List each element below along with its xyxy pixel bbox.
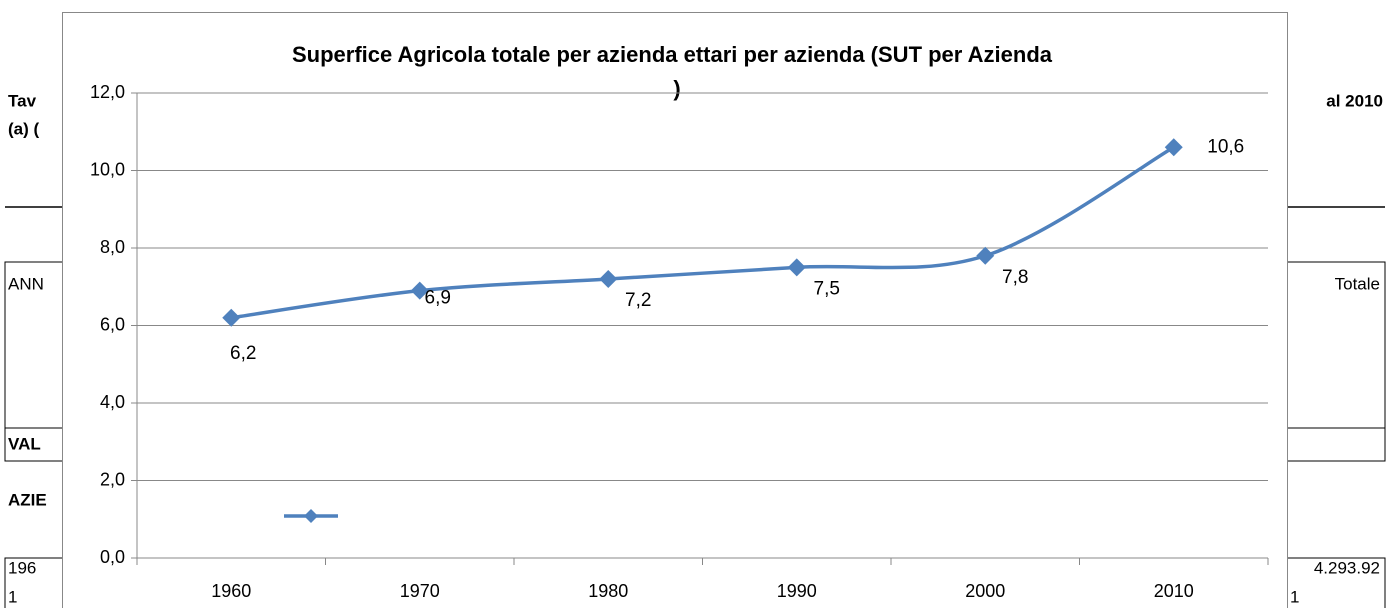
heading: al 2010 (1326, 91, 1383, 110)
x-tick-label: 2010 (1154, 581, 1194, 601)
table-header: Totale (1335, 274, 1380, 293)
point-marker (599, 270, 618, 288)
chart-title: Superfice Agricola totale per azienda et… (292, 42, 1053, 67)
point-marker (1164, 138, 1183, 157)
data-label: 7,2 (625, 290, 651, 311)
heading: (a) ( (8, 119, 40, 138)
chart: Superfice Agricola totale per azienda et… (90, 42, 1269, 601)
point-marker (976, 246, 995, 265)
x-tick-label: 1970 (400, 581, 440, 601)
data-label: 7,8 (1002, 267, 1028, 288)
data-label: 7,5 (814, 278, 840, 299)
table-header: ANN (8, 274, 44, 293)
x-tick-label: 1990 (777, 581, 817, 601)
cell: 4.293.92 (1314, 558, 1380, 577)
point-marker (787, 258, 806, 277)
series-line (231, 145, 1175, 320)
y-tick-label: 8,0 (100, 237, 125, 257)
cell: 1 (8, 587, 17, 606)
data-label: 6,9 (425, 288, 451, 309)
legend-marker (304, 509, 318, 523)
cell: 196 (8, 558, 36, 577)
heading: Tav (8, 91, 37, 110)
point-marker (410, 281, 429, 300)
section-label: AZIE (8, 490, 47, 509)
x-tick-label: 2000 (965, 581, 1005, 601)
data-label: 6,2 (230, 343, 256, 364)
y-tick-label: 10,0 (90, 159, 125, 179)
row-label: VAL (8, 434, 41, 453)
chart-title: ) (673, 76, 680, 101)
y-tick-label: 12,0 (90, 82, 125, 102)
y-tick-label: 4,0 (100, 392, 125, 412)
y-tick-label: 2,0 (100, 469, 125, 489)
chart-frame (62, 12, 1288, 608)
cell: 1 (1290, 587, 1299, 606)
y-tick-label: 0,0 (100, 547, 125, 567)
x-tick-label: 1960 (211, 581, 251, 601)
y-tick-label: 6,0 (100, 314, 125, 334)
point-marker (222, 308, 241, 327)
data-label: 10,6 (1207, 136, 1244, 157)
x-tick-label: 1980 (588, 581, 628, 601)
